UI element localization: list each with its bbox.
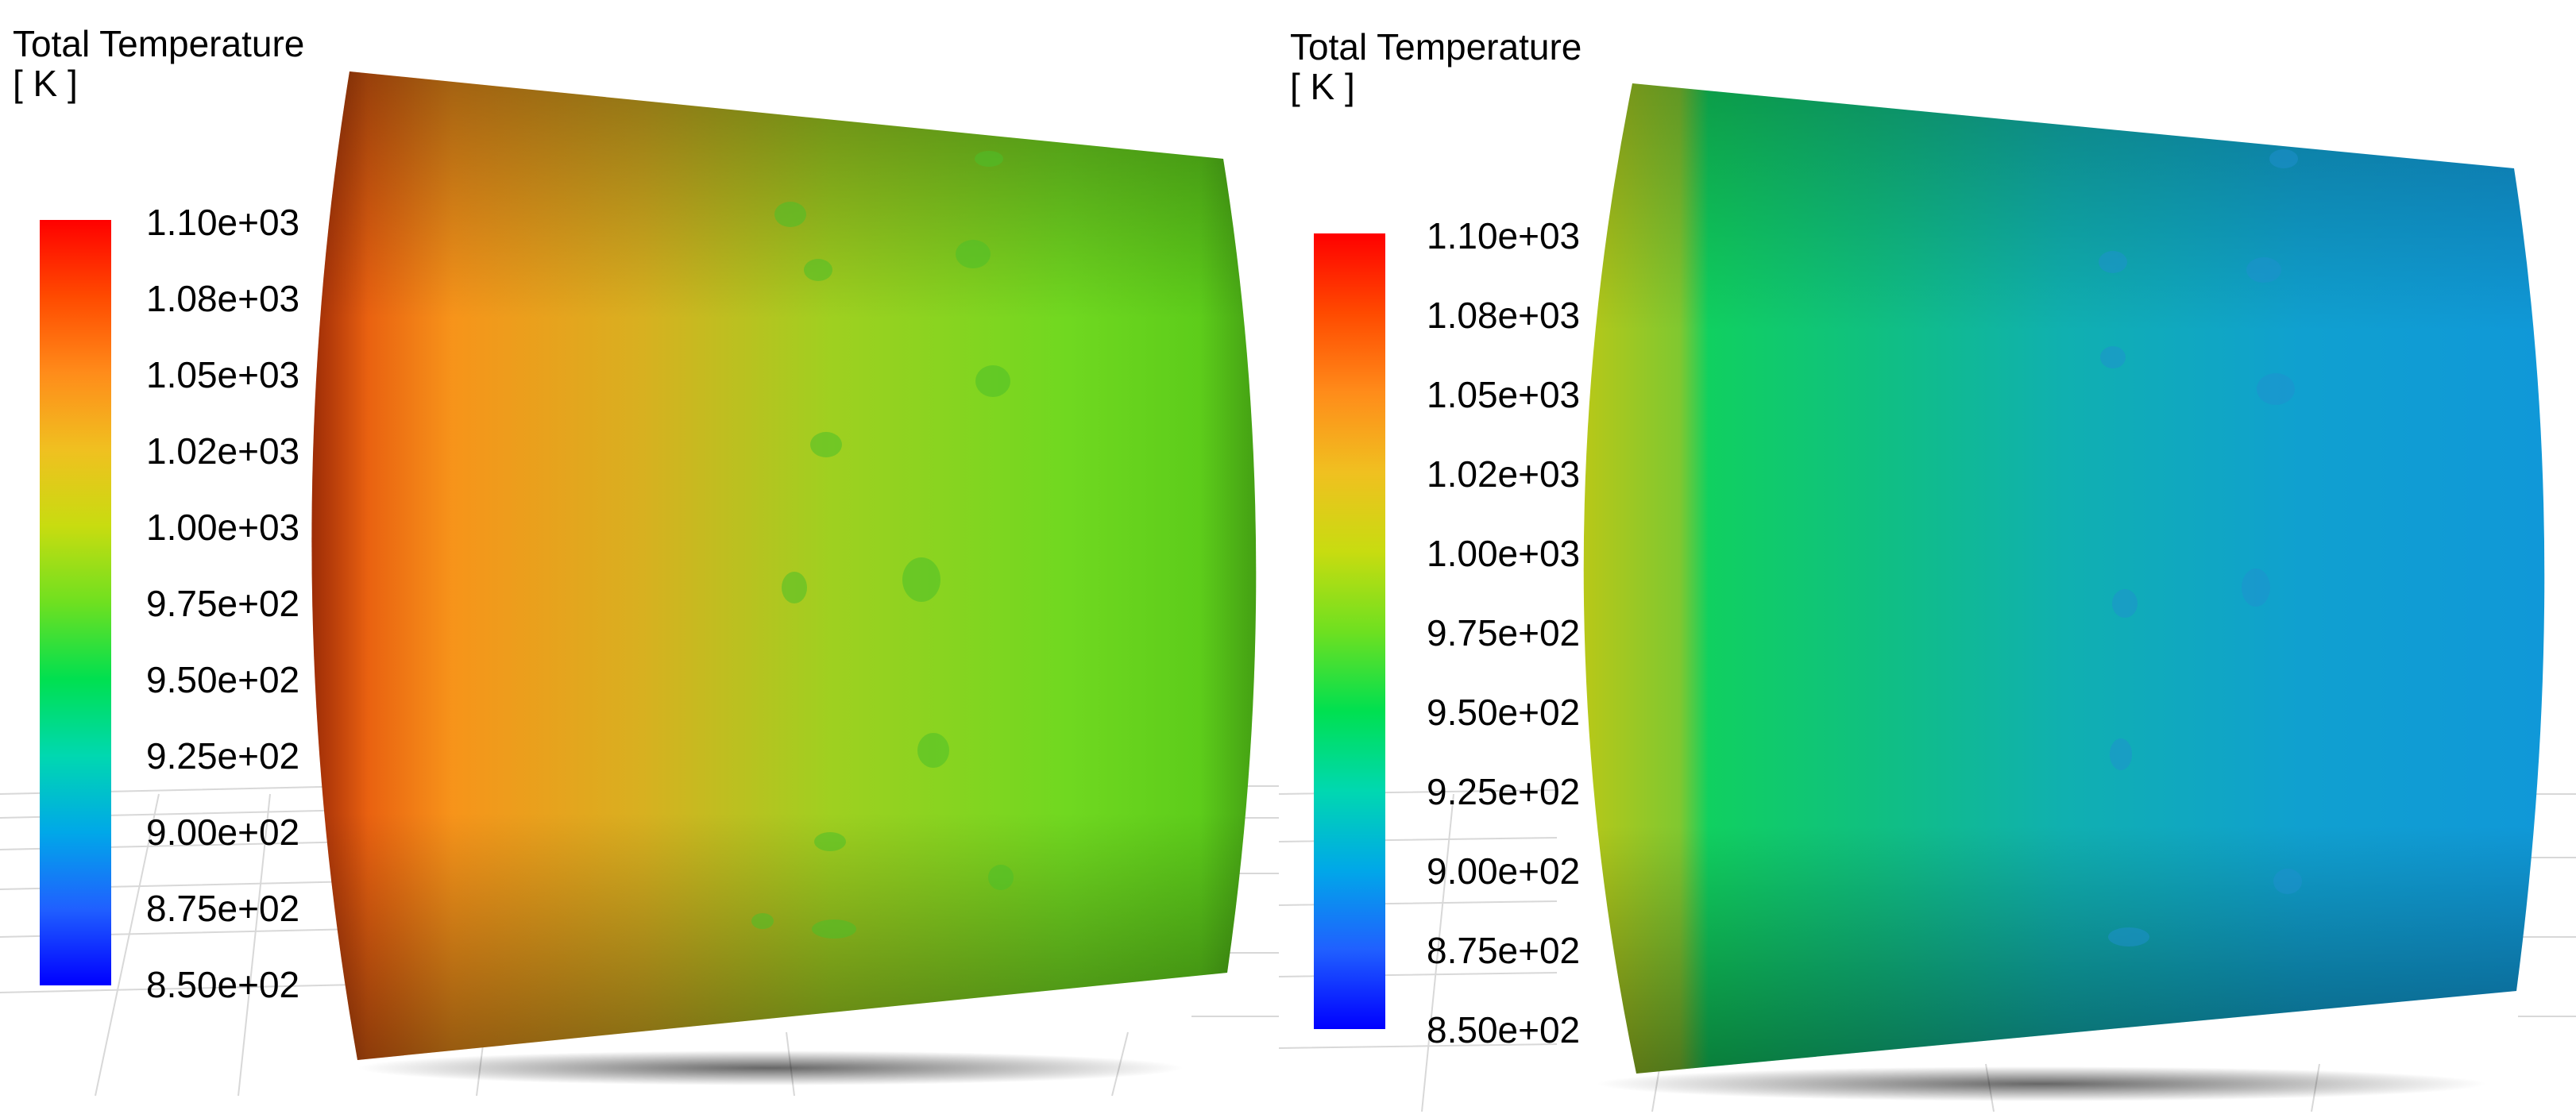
tick-label: 9.50e+02 <box>146 659 300 700</box>
legend-units: [ K ] <box>13 63 78 104</box>
colorbar <box>1314 233 1385 1029</box>
tick-label: 8.50e+02 <box>146 964 300 1005</box>
contour-panel-right: Total Temperature [ K ] 1.10e+03 1.08e+0… <box>1279 0 2576 1118</box>
legend-units: [ K ] <box>1290 66 1355 107</box>
tick-label: 1.10e+03 <box>146 202 300 243</box>
tick-label: 9.25e+02 <box>1427 771 1581 812</box>
tick-label: 8.75e+02 <box>146 888 300 929</box>
tick-label: 8.50e+02 <box>1427 1009 1581 1051</box>
3d-viewport-right[interactable] <box>1279 0 2576 1118</box>
tick-label: 9.75e+02 <box>146 583 300 624</box>
tick-label: 9.25e+02 <box>146 735 300 777</box>
tick-label: 9.75e+02 <box>1427 612 1581 653</box>
drop-shadow <box>357 1051 1184 1085</box>
tick-label: 1.08e+03 <box>1427 295 1581 336</box>
tick-label: 9.00e+02 <box>1427 850 1581 892</box>
legend-title: Total Temperature <box>1290 26 1582 67</box>
cooling-spots <box>2099 149 2302 946</box>
tick-label: 1.00e+03 <box>146 507 300 548</box>
tick-label: 9.50e+02 <box>1427 692 1581 733</box>
tick-label: 1.05e+03 <box>146 354 300 395</box>
contour-panel-left: Total Temperature [ K ] 1.10e+03 1.08e+0… <box>0 0 1279 1118</box>
tick-label: 1.10e+03 <box>1427 215 1581 256</box>
drop-shadow <box>1597 1066 2486 1101</box>
tick-label: 1.02e+03 <box>1427 453 1581 495</box>
tick-label: 8.75e+02 <box>1427 930 1581 971</box>
cooling-spots <box>751 151 1014 939</box>
tick-label: 1.08e+03 <box>146 278 300 319</box>
tick-label: 1.00e+03 <box>1427 533 1581 574</box>
tick-label: 9.00e+02 <box>146 812 300 853</box>
3d-viewport-left[interactable] <box>0 0 1279 1118</box>
colorbar <box>40 220 111 985</box>
tick-label: 1.02e+03 <box>146 430 300 472</box>
tick-label: 1.05e+03 <box>1427 374 1581 415</box>
legend-title: Total Temperature <box>13 23 305 64</box>
